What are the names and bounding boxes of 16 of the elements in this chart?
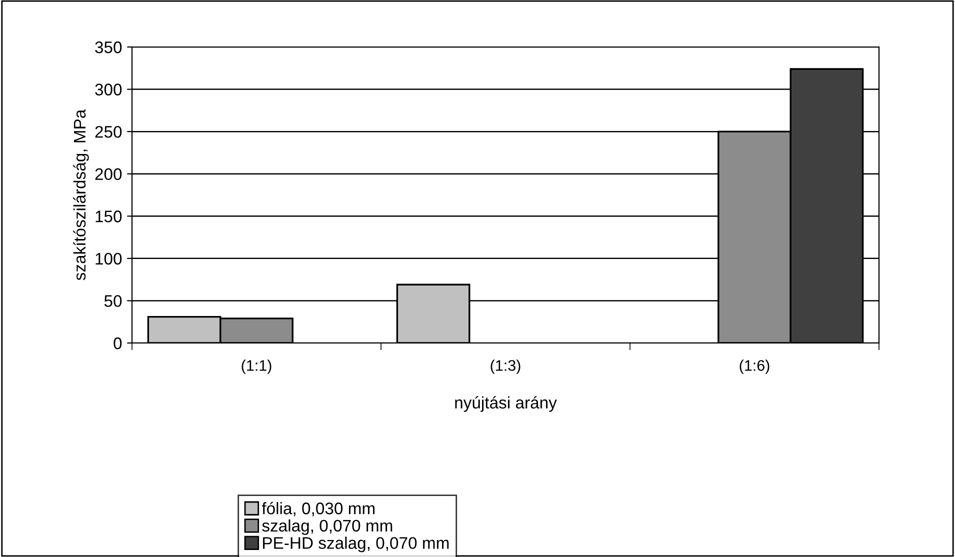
y-tick-label: 100 xyxy=(96,252,122,265)
x-axis-title: nyújtási arány xyxy=(455,396,557,412)
x-tick-label: (1:1) xyxy=(242,360,272,374)
y-tick-label: 150 xyxy=(96,210,122,222)
y-tick-label: 350 xyxy=(95,41,122,54)
y-tick-label: 200 xyxy=(95,168,122,180)
x-tick-label: (1:3) xyxy=(490,360,520,374)
y-tick-label: 0 xyxy=(114,337,122,350)
y-tick-label: 50 xyxy=(104,295,122,307)
x-tick-label: (1:6) xyxy=(740,360,770,374)
y-tick-label: 300 xyxy=(95,84,122,96)
y-tick-label: 250 xyxy=(95,126,122,138)
legend-label: PE-HD szalag, 0,070 mm xyxy=(263,536,449,552)
y-axis-title: szakítószilárdság, MPa xyxy=(73,109,89,280)
legend-label: fólia, 0,030 mm xyxy=(262,502,375,516)
legend-label: szalag, 0,070 mm xyxy=(262,519,392,535)
